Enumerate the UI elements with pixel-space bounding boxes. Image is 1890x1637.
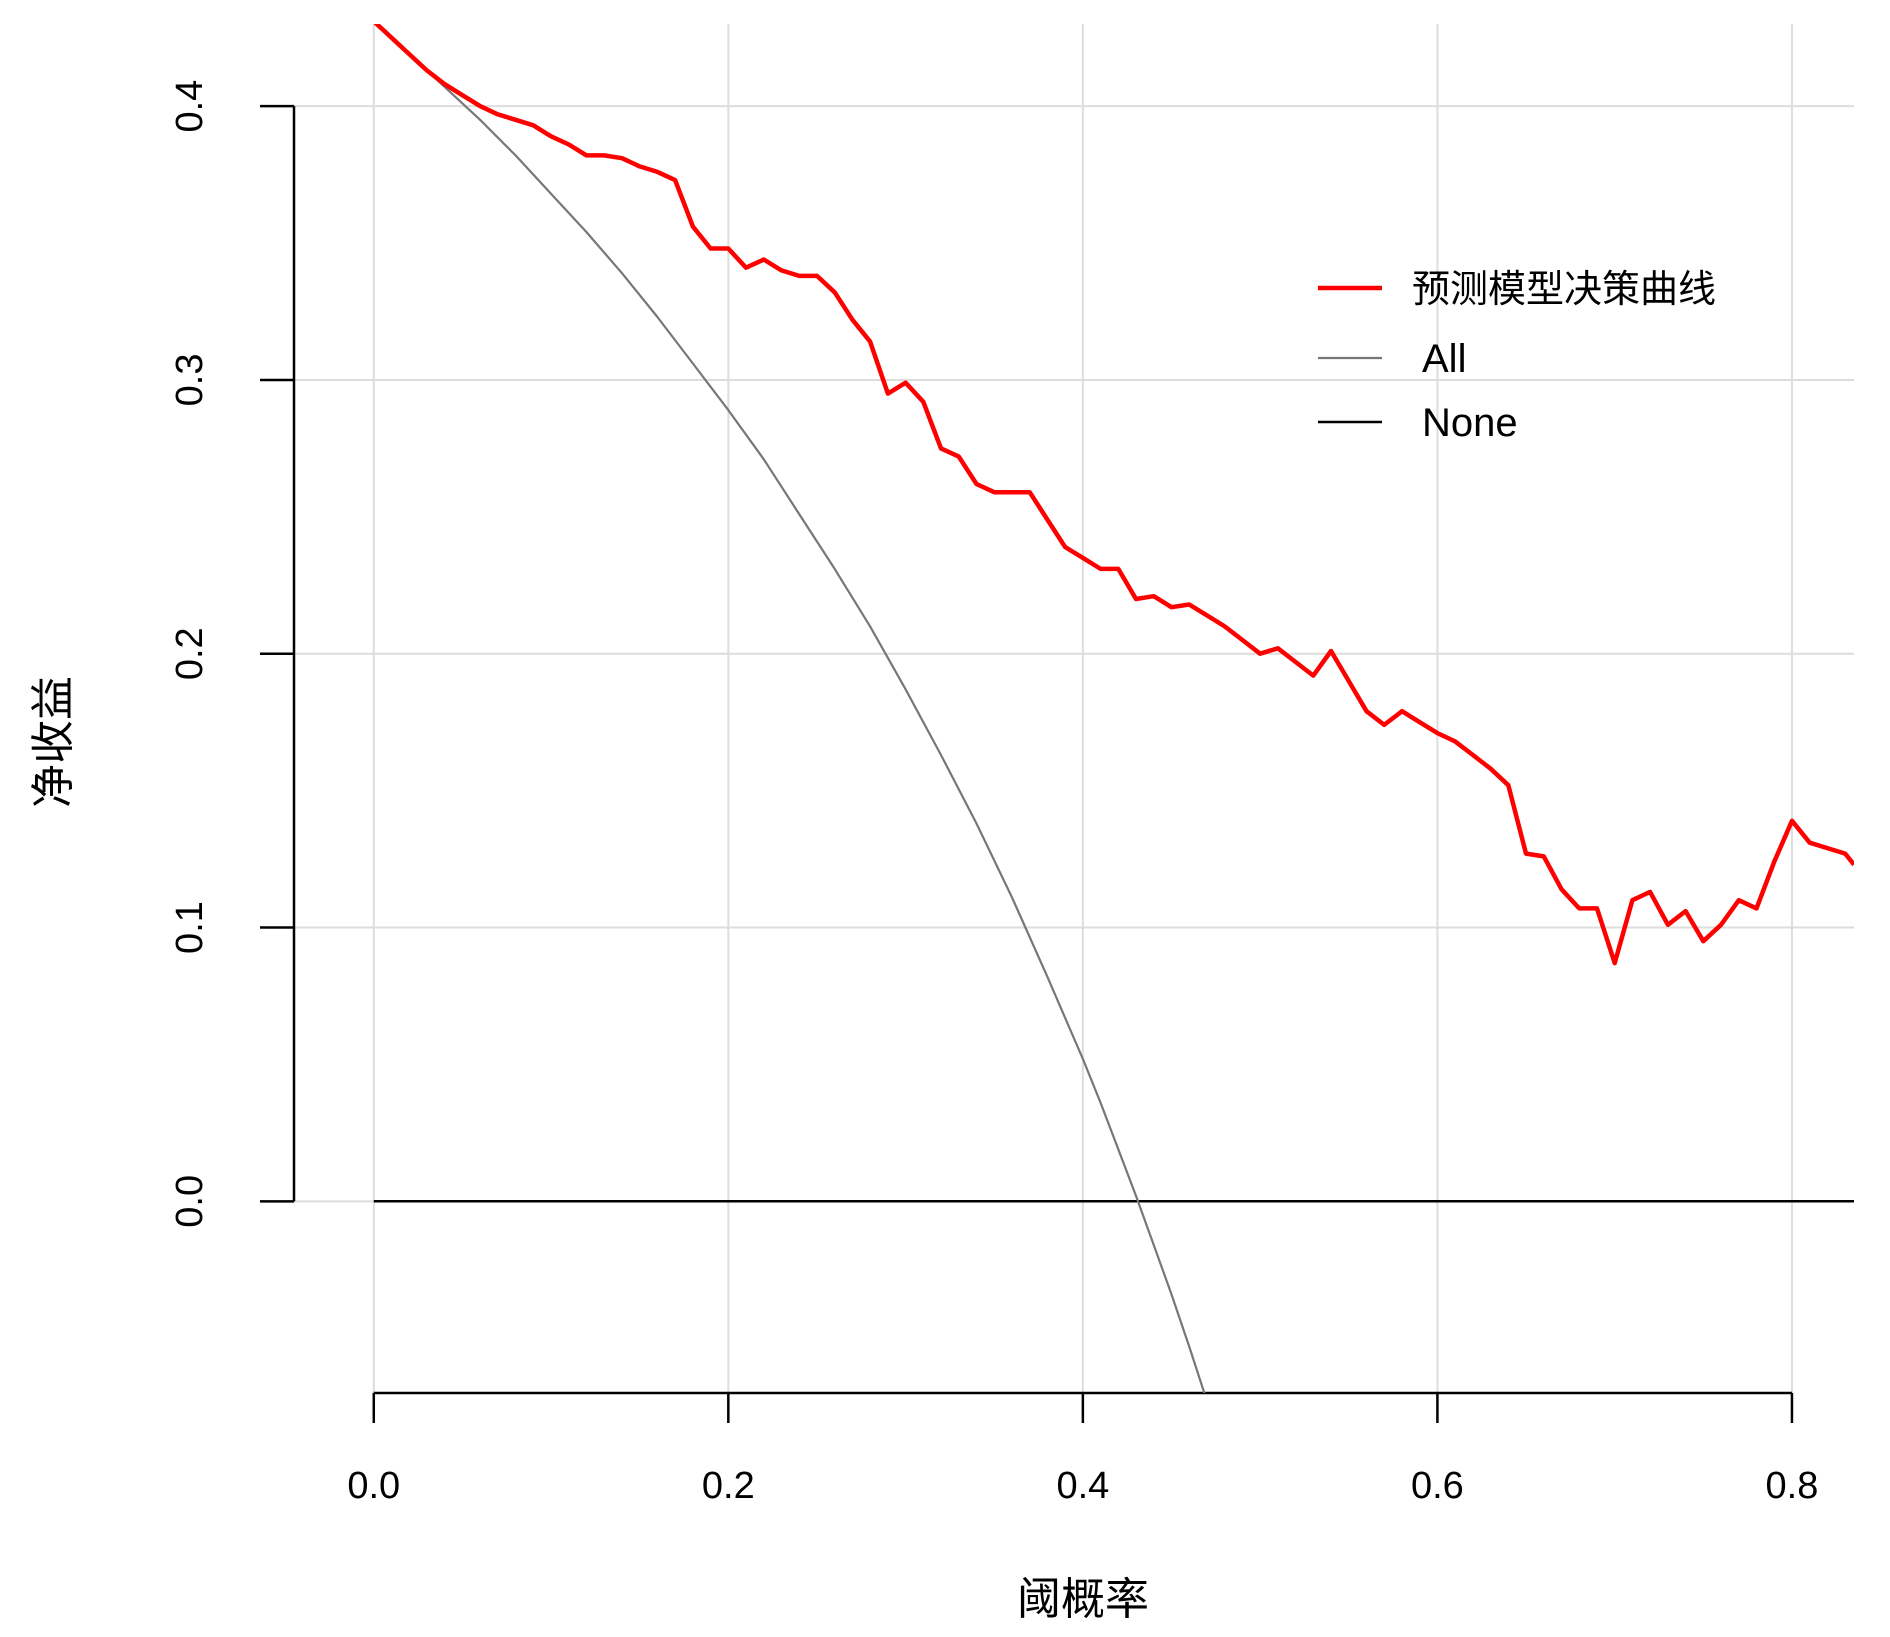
legend-label-1: All	[1422, 337, 1466, 381]
x-tick-label-1: 0.2	[702, 1465, 755, 1507]
series-line-1	[375, 24, 1206, 1393]
x-axis-title: 阈概率	[1017, 1574, 1149, 1625]
x-tick-label-2: 0.4	[1056, 1465, 1109, 1507]
x-tick-label-4: 0.8	[1766, 1465, 1819, 1507]
x-tick-label-0: 0.0	[347, 1465, 400, 1507]
series-line-0	[373, 24, 1854, 966]
y-tick-label-0: 0.0	[169, 1175, 211, 1228]
y-tick-label-2: 0.2	[169, 627, 211, 680]
y-axis-title: 净收益	[28, 676, 79, 808]
grid	[294, 24, 1854, 1393]
axes: 0.0 0.2 0.4 0.6 0.8 0.0 0.1 0.2 0.3 0.4	[169, 80, 1818, 1507]
legend-label-0: 预测模型决策曲线	[1412, 267, 1716, 311]
y-tick-label-1: 0.1	[169, 901, 211, 954]
y-tick-label-4: 0.4	[169, 80, 211, 133]
y-tick-label-3: 0.3	[169, 354, 211, 407]
legend: 预测模型决策曲线 All None	[1318, 267, 1716, 445]
legend-label-2: None	[1422, 401, 1518, 445]
series	[373, 24, 1854, 1393]
x-tick-label-3: 0.6	[1411, 1465, 1464, 1507]
